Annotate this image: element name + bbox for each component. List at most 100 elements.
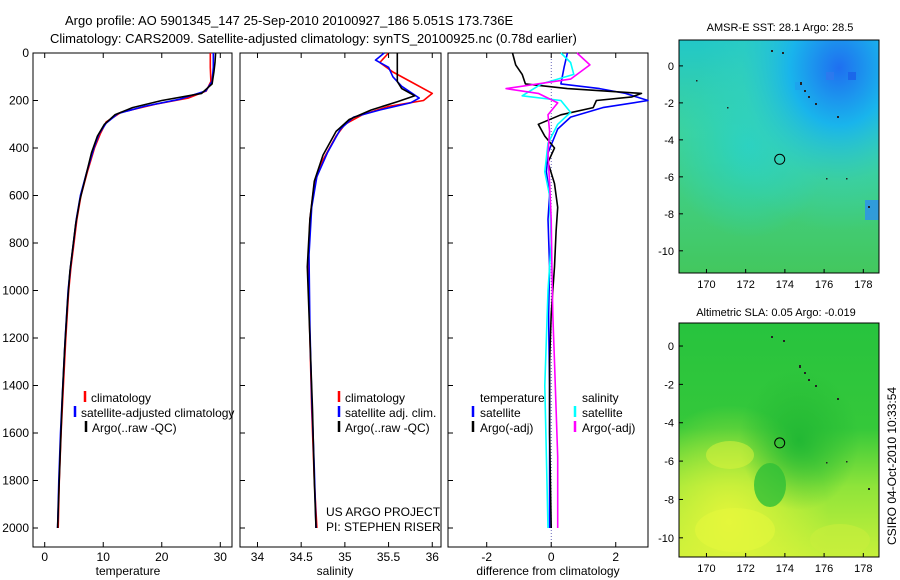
x-tick-label: 35 [338,550,352,564]
y-tick-label: 0 [22,46,29,60]
y-tick-label: 1400 [2,379,29,393]
sst-map-panel: AMSR-E SST: 28.1 Argo: 28.5 170 172 174 176… [658,22,880,291]
sla-map-frame [678,322,880,558]
sla-yticks: 0 -2 -4 -6 -8 -10 [658,341,683,545]
temperature-panel: 0 10 20 30 0 200 400 600 800 1000 1200 1400 1600 180… [2,46,234,578]
sst-map-field [679,40,879,273]
y-tick-label: -2 [664,98,674,110]
x-tick-label: 174 [776,279,794,291]
y-tick-label: 1800 [2,474,29,488]
argo-position-marker [774,437,786,449]
x-tick-label: 20 [155,550,169,564]
argo-position-marker [774,153,786,165]
y-tick-label: -6 [664,172,674,184]
x-tick-label: 0 [41,550,48,564]
y-tick-label: -10 [658,533,674,545]
legend-label-temp-satellite: satellite [480,406,521,420]
x-tick-label: 172 [736,563,754,575]
x-tick-label: 35.5 [377,550,401,564]
series-line-salinity-argo-adj [505,52,591,528]
x-tick-label: 0 [548,550,555,564]
x-tick-label: 10 [97,550,111,564]
salinity-xticks: 34 34.5 35 35.5 36 [240,52,439,564]
y-tick-label: 400 [9,141,29,155]
y-tick-label: 200 [9,94,29,108]
legend-title-salinity: salinity [582,391,619,405]
difference-panel: -2 0 2 difference from climatology tempera… [447,52,649,578]
temperature-xlabel: temperature [96,564,161,578]
legend-label-temp-argo: Argo(-adj) [480,421,533,435]
x-tick-label: 30 [214,550,228,564]
x-tick-label: 176 [815,279,833,291]
y-tick-label: -8 [664,494,674,506]
project-credit: US ARGO PROJECT [326,505,441,519]
difference-xticks: -2 0 2 [448,52,619,564]
x-tick-label: 174 [776,563,794,575]
y-tick-label: -4 [664,135,674,147]
x-tick-label: 172 [736,279,754,291]
sla-map-title: Altimetric SLA: 0.05 Argo: -0.019 [696,307,856,319]
y-tick-label: 0 [668,341,674,353]
sla-islands [771,336,870,490]
legend-label-climatology: climatology [345,391,405,405]
difference-legend-temperature: temperature satellite Argo(-adj) [471,391,545,435]
y-tick-label: 600 [9,189,29,203]
legend-label-argo: Argo(..raw -QC) [345,421,430,435]
y-tick-label: -2 [664,379,674,391]
y-tick-label: -8 [664,209,674,221]
difference-legend-salinity: salinity satellite Argo(-adj) [573,391,635,435]
y-tick-label: 800 [9,236,29,250]
y-tick-label: -4 [664,418,674,430]
series-line-argo-raw-qc [56,52,217,529]
sla-xticks: 170 172 174 176 178 [697,553,872,575]
legend-label-sal-argo: Argo(-adj) [582,421,635,435]
legend-label-sal-satellite: satellite [582,406,623,420]
legend-label-argo: Argo(..raw -QC) [92,421,177,435]
x-tick-label: 176 [815,563,833,575]
csiro-timestamp: CSIRO 04-Oct-2010 10:33:54 [885,387,899,545]
legend-label-satellite: satellite-adjusted climatology [81,406,234,420]
x-tick-label: 170 [697,279,715,291]
sla-map-panel: Altimetric SLA: 0.05 Argo: -0.019 170 172… [658,307,880,575]
legend-title-temperature: temperature [480,391,545,405]
sst-map-title: AMSR-E SST: 28.1 Argo: 28.5 [707,22,854,34]
y-tick-label: -6 [664,456,674,468]
sst-xticks: 170 172 174 176 178 [697,269,872,291]
temperature-legend: climatology satellite-adjusted climatolo… [73,391,234,435]
x-tick-label: 178 [854,563,872,575]
y-tick-label: 0 [668,61,674,73]
y-tick-label: 1200 [2,331,29,345]
difference-lines [505,52,649,529]
series-line-temperature-satellite [545,52,649,528]
series-line-argo-raw-qc [306,53,416,529]
y-tick-label: -10 [658,246,674,258]
depth-yticks: 0 200 400 600 800 1000 1200 1400 1600 1800 2000 [2,46,38,535]
x-tick-label: 170 [697,563,715,575]
salinity-legend: climatology satellite adj. clim. Argo(..… [337,391,436,435]
x-tick-label: 34 [251,550,265,564]
x-tick-label: 178 [854,279,872,291]
y-tick-label: 2000 [2,521,29,535]
temperature-xticks: 0 10 20 30 [41,53,227,564]
sst-islands [696,50,870,208]
figure-title-line2: Climatology: CARS2009. Satellite-adjuste… [50,31,577,46]
pi-credit: PI: STEPHEN RISER [326,520,441,534]
y-tick-label: 1000 [2,284,29,298]
x-tick-label: -2 [481,550,492,564]
x-tick-label: 2 [612,550,619,564]
salinity-xlabel: salinity [317,564,354,578]
y-tick-label: 1600 [2,426,29,440]
legend-label-climatology: climatology [91,391,151,405]
salinity-plot-area [239,52,442,548]
salinity-lines [306,52,434,529]
temperature-lines [56,52,217,529]
sst-map-frame [678,39,880,274]
temperature-plot-area [32,52,233,548]
sst-yticks: 0 -2 -4 -6 -8 -10 [658,61,683,258]
figure-title-line1: Argo profile: AO 5901345_147 25-Sep-2010… [65,13,513,28]
sla-map-field [679,323,879,557]
difference-xlabel: difference from climatology [476,564,619,578]
salinity-panel: 34 34.5 35 35.5 36 salinity climatology sate… [239,52,442,578]
x-tick-label: 34.5 [289,550,313,564]
